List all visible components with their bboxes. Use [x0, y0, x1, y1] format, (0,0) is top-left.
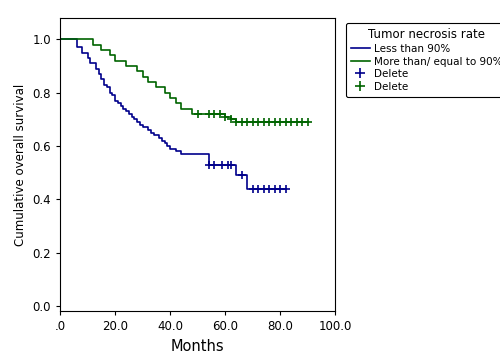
Legend: Less than 90%, More than/ equal to 90%, Delete, Delete: Less than 90%, More than/ equal to 90%, …	[346, 23, 500, 97]
Y-axis label: Cumulative overall survival: Cumulative overall survival	[14, 83, 27, 246]
X-axis label: Months: Months	[170, 339, 224, 354]
